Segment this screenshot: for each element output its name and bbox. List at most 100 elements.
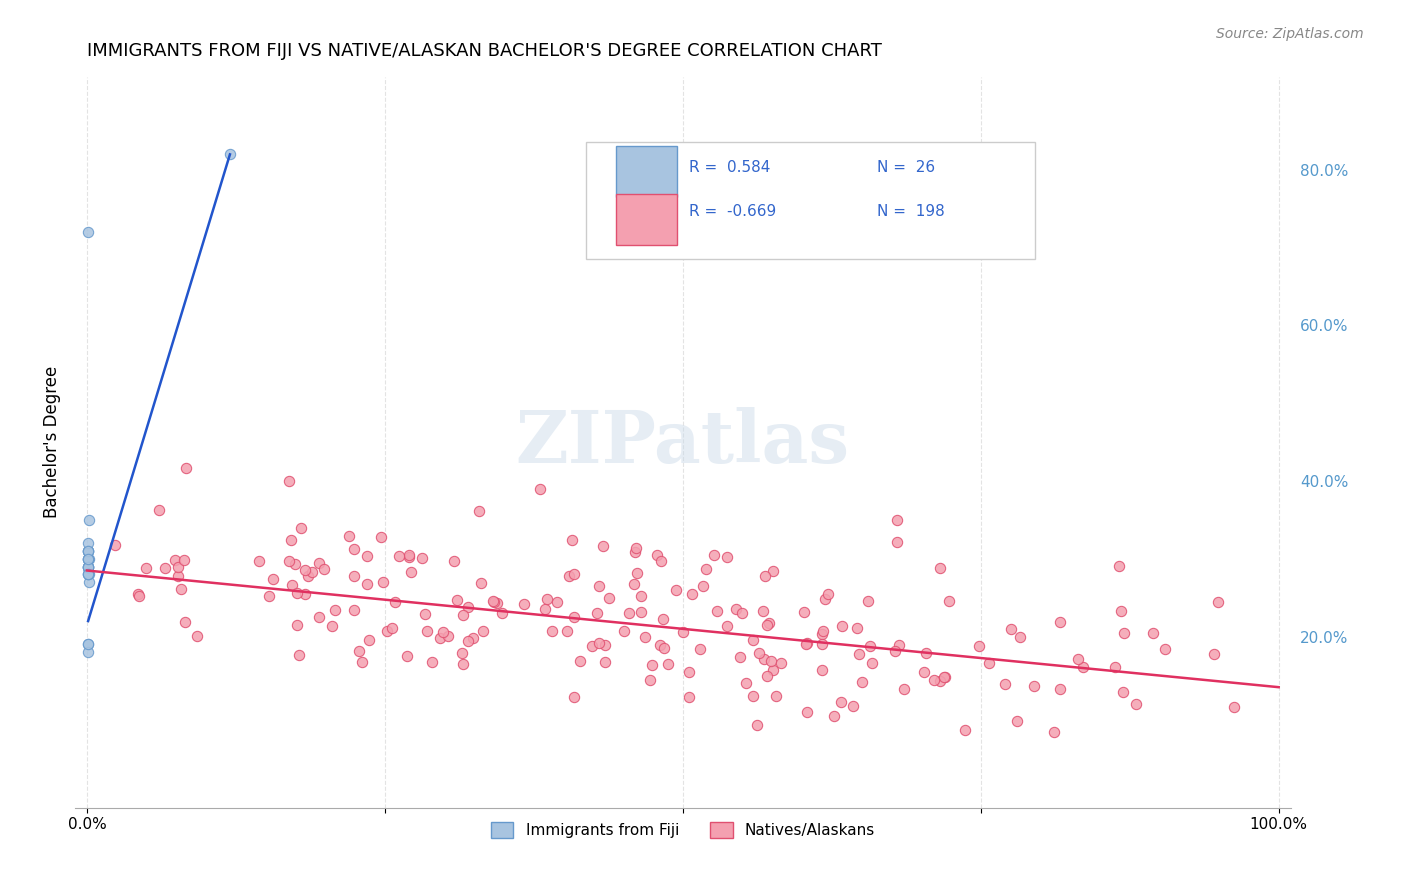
Point: [297, 569, 319, 583]
Point: [586, 606, 609, 620]
Point: [399, 566, 422, 580]
Point: [624, 544, 647, 558]
Point: [77, 567, 100, 582]
Point: [613, 624, 636, 638]
Point: [1154, 642, 1177, 657]
Point: [257, 589, 280, 603]
Point: [77, 544, 100, 558]
Point: [451, 647, 474, 661]
Point: [932, 670, 955, 684]
Text: Source: ZipAtlas.com: Source: ZipAtlas.com: [1216, 27, 1364, 41]
Point: [915, 646, 938, 660]
Point: [135, 560, 157, 574]
Point: [725, 601, 748, 615]
Point: [457, 633, 479, 648]
Point: [845, 622, 868, 636]
Point: [127, 587, 149, 601]
Point: [468, 503, 491, 517]
Point: [453, 607, 475, 622]
Point: [1125, 698, 1147, 712]
Point: [765, 689, 787, 703]
Legend: Immigrants from Fiji, Natives/Alaskans: Immigrants from Fiji, Natives/Alaskans: [485, 816, 882, 844]
Point: [967, 639, 990, 653]
Point: [219, 147, 242, 161]
Point: [1049, 615, 1071, 629]
Text: IMMIGRANTS FROM FIJI VS NATIVE/ALASKAN BACHELOR'S DEGREE CORRELATION CHART: IMMIGRANTS FROM FIJI VS NATIVE/ALASKAN B…: [87, 42, 882, 60]
Point: [170, 582, 193, 596]
Point: [1142, 626, 1164, 640]
Point: [77, 559, 100, 574]
Point: [842, 698, 865, 713]
Point: [716, 618, 738, 632]
Point: [173, 553, 195, 567]
Text: N =  26: N = 26: [877, 161, 935, 176]
Point: [546, 595, 568, 609]
Point: [648, 638, 671, 652]
Point: [281, 578, 304, 592]
Point: [398, 548, 420, 562]
Point: [420, 655, 443, 669]
Point: [77, 637, 100, 651]
Point: [1206, 595, 1229, 609]
Point: [759, 654, 782, 668]
Point: [856, 593, 879, 607]
Point: [934, 670, 956, 684]
Point: [754, 569, 776, 583]
Point: [626, 566, 648, 581]
Y-axis label: Bachelor's Degree: Bachelor's Degree: [44, 366, 60, 518]
Point: [811, 663, 834, 677]
Point: [681, 587, 703, 601]
Point: [569, 655, 592, 669]
Point: [830, 695, 852, 709]
Point: [884, 644, 907, 658]
Point: [308, 556, 330, 570]
Point: [411, 551, 433, 566]
Point: [1022, 679, 1045, 693]
Point: [928, 561, 950, 575]
Point: [1112, 684, 1135, 698]
Point: [689, 642, 711, 657]
Point: [1049, 681, 1071, 696]
Point: [77, 567, 100, 582]
Point: [308, 610, 330, 624]
Point: [381, 621, 404, 635]
Point: [695, 562, 717, 576]
Point: [446, 592, 468, 607]
Point: [588, 636, 610, 650]
Point: [285, 618, 308, 632]
Point: [153, 561, 176, 575]
Point: [77, 559, 100, 574]
Point: [742, 632, 765, 647]
Point: [630, 589, 652, 603]
Point: [485, 596, 508, 610]
Point: [277, 474, 299, 488]
Point: [77, 536, 100, 550]
Point: [77, 645, 100, 659]
Point: [321, 619, 343, 633]
Point: [79, 552, 101, 566]
Point: [77, 559, 100, 574]
Point: [262, 572, 284, 586]
Point: [294, 587, 316, 601]
Point: [928, 673, 950, 688]
Point: [859, 639, 882, 653]
Point: [395, 649, 418, 664]
Point: [77, 544, 100, 558]
Point: [716, 550, 738, 565]
Point: [373, 575, 395, 590]
Point: [1042, 724, 1064, 739]
Point: [755, 669, 778, 683]
Point: [831, 619, 853, 633]
Point: [77, 552, 100, 566]
Point: [356, 549, 378, 563]
Point: [851, 675, 873, 690]
Point: [415, 624, 437, 638]
Point: [77, 552, 100, 566]
Point: [77, 544, 100, 558]
Point: [752, 652, 775, 666]
Point: [294, 563, 316, 577]
Point: [762, 565, 785, 579]
Point: [1222, 700, 1244, 714]
Point: [77, 552, 100, 566]
Point: [938, 594, 960, 608]
